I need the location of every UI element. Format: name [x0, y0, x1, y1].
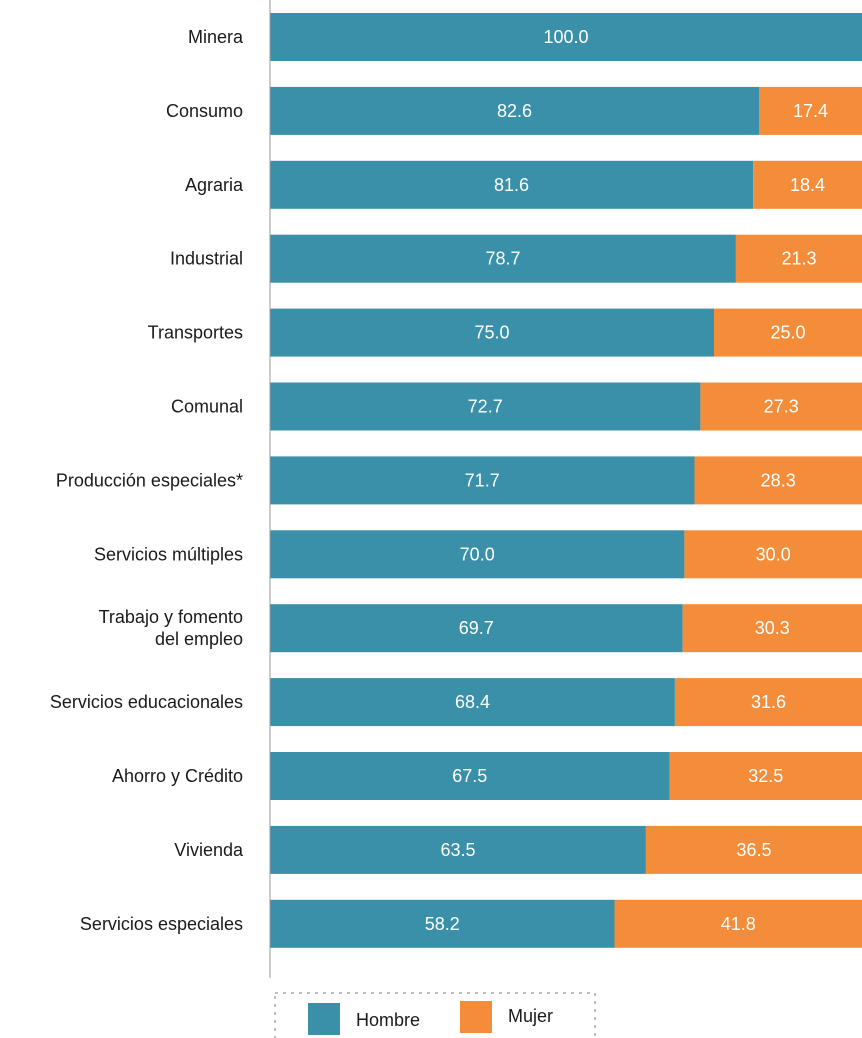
value-label-mujer-12: 41.8 — [721, 914, 756, 934]
value-label-mujer-9: 31.6 — [751, 692, 786, 712]
value-label-mujer-4: 25.0 — [770, 323, 805, 343]
bar-mujer-7 — [684, 530, 862, 579]
bar-hombre-5 — [270, 382, 701, 431]
category-label-10: Ahorro y Crédito — [112, 766, 243, 786]
category-label-3: Industrial — [170, 249, 243, 269]
bar-mujer-10 — [669, 752, 862, 800]
bar-hombre-12 — [270, 899, 615, 948]
value-label-hombre-3: 78.7 — [485, 249, 520, 269]
value-label-mujer-8: 30.3 — [755, 618, 790, 638]
value-label-hombre-6: 71.7 — [465, 470, 500, 490]
category-label-9: Servicios educacionales — [50, 692, 243, 712]
value-label-mujer-10: 32.5 — [748, 766, 783, 786]
category-label-2: Agraria — [185, 175, 244, 195]
bar-hombre-11 — [270, 825, 646, 874]
bar-mujer-1 — [759, 86, 862, 135]
value-label-hombre-11: 63.5 — [440, 840, 475, 860]
bar-hombre-6 — [270, 456, 695, 505]
category-label-11: Vivienda — [174, 840, 244, 860]
bar-hombre-1 — [270, 86, 759, 135]
value-label-hombre-10: 67.5 — [452, 766, 487, 786]
bar-mujer-4 — [714, 308, 862, 357]
bar-mujer-11 — [645, 825, 862, 874]
bar-mujer-9 — [674, 678, 862, 727]
value-label-hombre-9: 68.4 — [455, 692, 490, 712]
value-label-mujer-2: 18.4 — [790, 175, 825, 195]
bar-hombre-4 — [270, 308, 714, 357]
value-labels: 100.0 82.6 17.4 81.6 18.4 78.7 21.3 75.0 25.0 72.… — [425, 27, 828, 934]
bar-hombre-0 — [270, 13, 862, 61]
bar-mujer-3 — [735, 234, 862, 283]
legend-frame — [274, 992, 596, 1038]
category-labels: Minera Consumo Agraria Industrial Transporte… — [50, 27, 244, 934]
value-label-hombre-0: 100.0 — [543, 27, 588, 47]
value-label-hombre-1: 82.6 — [497, 101, 532, 121]
value-label-hombre-2: 81.6 — [494, 175, 529, 195]
legend-swatch-hombre — [308, 1003, 340, 1035]
category-label-12: Servicios especiales — [80, 914, 243, 934]
category-label-4: Transportes — [148, 323, 243, 343]
category-label-0: Minera — [188, 27, 244, 47]
legend: Hombre Mujer — [274, 992, 596, 1038]
value-label-hombre-5: 72.7 — [468, 397, 503, 417]
bar-mujer-12 — [614, 899, 862, 948]
bar-hombre-7 — [270, 530, 685, 579]
bars-group — [270, 13, 862, 948]
category-label-8: Trabajo y fomento del empleo — [99, 607, 243, 649]
bar-hombre-3 — [270, 234, 736, 283]
bar-hombre-10 — [270, 752, 670, 800]
legend-label-hombre: Hombre — [356, 1010, 420, 1030]
value-label-hombre-8: 69.7 — [459, 618, 494, 638]
bar-mujer-8 — [682, 604, 862, 653]
category-label-1: Consumo — [166, 101, 243, 121]
category-label-5: Comunal — [171, 397, 243, 417]
bar-mujer-2 — [753, 160, 862, 209]
value-label-mujer-7: 30.0 — [756, 544, 791, 564]
value-label-mujer-11: 36.5 — [736, 840, 771, 860]
category-label-6: Producción especiales* — [56, 470, 243, 490]
bar-mujer-5 — [700, 382, 862, 431]
legend-swatch-mujer — [460, 1001, 492, 1033]
value-label-mujer-1: 17.4 — [793, 101, 828, 121]
value-label-mujer-6: 28.3 — [761, 470, 796, 490]
value-label-mujer-5: 27.3 — [764, 397, 799, 417]
value-label-mujer-3: 21.3 — [781, 249, 816, 269]
bar-hombre-8 — [270, 604, 683, 653]
category-label-7: Servicios múltiples — [94, 544, 243, 564]
bar-mujer-6 — [694, 456, 862, 505]
legend-label-mujer: Mujer — [508, 1006, 553, 1026]
bar-hombre-2 — [270, 160, 754, 209]
value-label-hombre-4: 75.0 — [474, 323, 509, 343]
bar-hombre-9 — [270, 678, 675, 727]
value-label-hombre-7: 70.0 — [460, 544, 495, 564]
value-label-hombre-12: 58.2 — [425, 914, 460, 934]
